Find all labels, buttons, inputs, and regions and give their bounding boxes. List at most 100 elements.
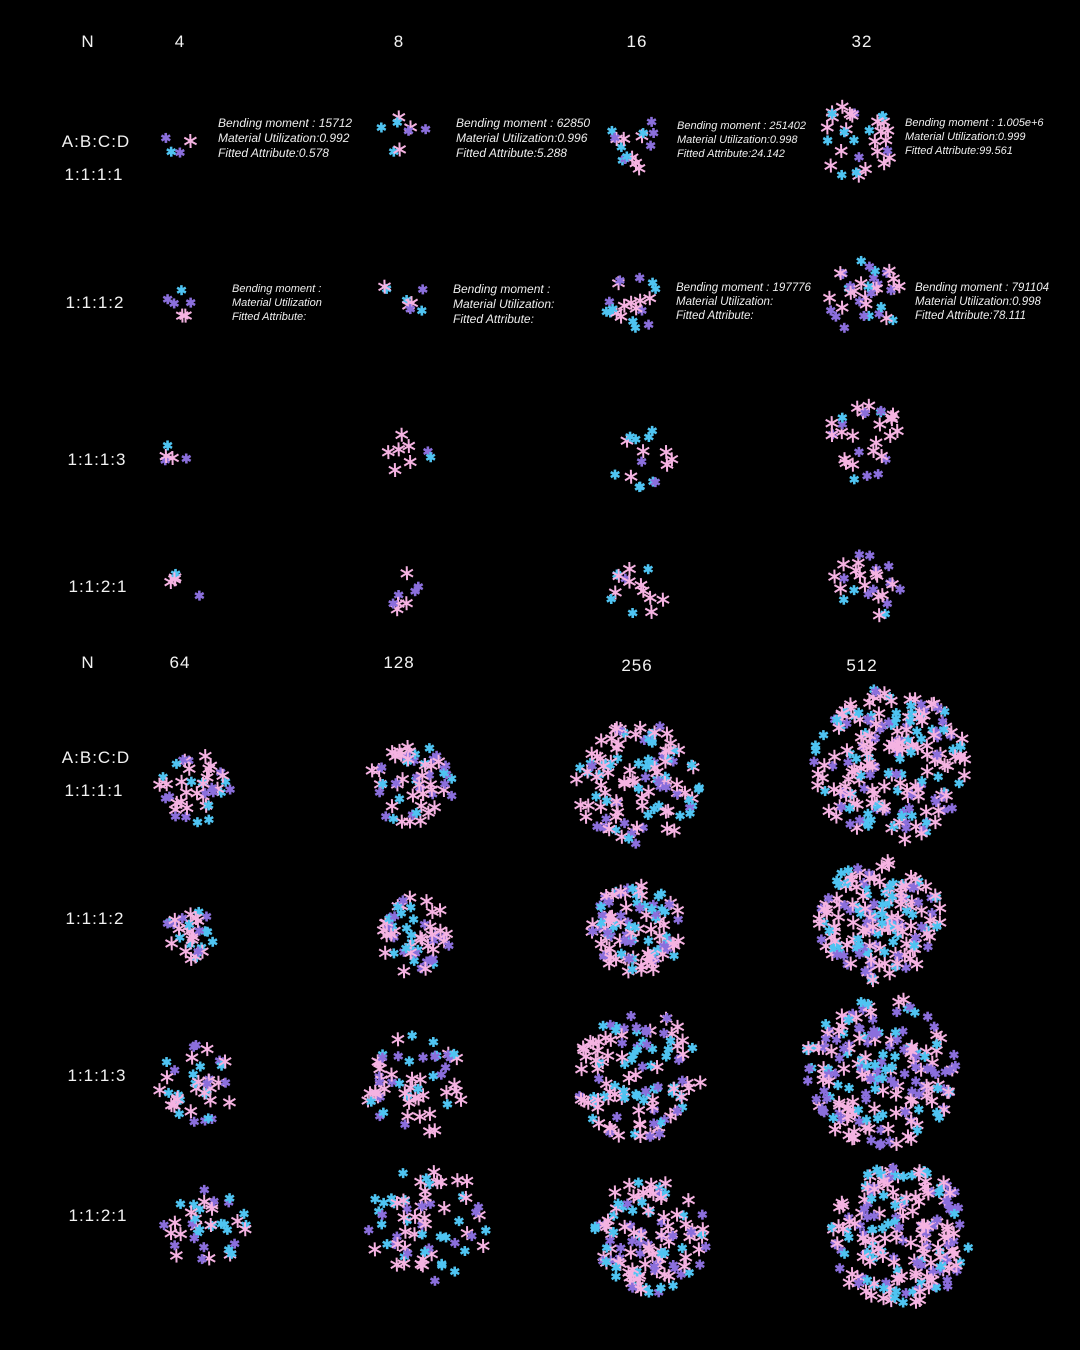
asterisk-tile [594,733,608,748]
asterisk-tile [828,1112,839,1123]
asterisk-tile [913,1089,924,1100]
asterisk-tile [890,1051,901,1062]
asterisk-tile [816,934,827,945]
asterisk-tile [639,907,653,922]
asterisk-tile [390,778,401,789]
tile-structure [369,267,437,335]
metrics-annotation: Bending moment : 197776 Material Utiliza… [676,281,811,323]
asterisk-tile [920,738,934,753]
asterisk-tile [397,1256,411,1271]
asterisk-tile [821,1093,832,1104]
asterisk-tile [905,1039,919,1054]
asterisk-tile [871,589,886,604]
asterisk-tile [397,964,411,979]
asterisk-tile [656,1248,667,1259]
asterisk-tile [862,1169,873,1180]
asterisk-tile [638,1257,652,1272]
asterisk-tile [844,803,855,814]
asterisk-tile [168,1215,182,1230]
asterisk-tile [193,946,204,957]
asterisk-tile [876,302,887,313]
asterisk-tile [692,1242,706,1257]
structure-cluster [820,99,897,183]
asterisk-tile [867,1014,878,1025]
asterisk-tile [420,124,431,135]
asterisk-tile [843,1014,854,1025]
asterisk-tile [611,1262,622,1273]
asterisk-tile [873,469,884,480]
asterisk-tile [890,919,905,934]
material-utilization: Material Utilization: [676,296,774,308]
asterisk-tile [170,811,181,822]
asterisk-tile [379,928,394,943]
asterisk-tile [459,1245,470,1257]
asterisk-tile [633,720,647,735]
asterisk-tile [910,1076,921,1087]
asterisk-tile [601,795,612,806]
asterisk-tile [860,407,871,419]
asterisk-tile [401,923,412,934]
asterisk-tile [804,1063,815,1074]
asterisk-tile [612,568,626,583]
asterisk-tile [856,1249,870,1264]
asterisk-tile [832,1219,846,1234]
asterisk-tile [618,1085,629,1096]
asterisk-tile [872,1113,883,1124]
asterisk-tile [627,1205,638,1216]
asterisk-tile [172,921,186,936]
asterisk-tile [864,261,875,272]
asterisk-tile [849,880,864,895]
asterisk-tile [591,791,602,802]
asterisk-tile [913,1164,927,1179]
asterisk-tile [626,1010,637,1022]
asterisk-tile [623,833,634,844]
asterisk-tile [459,1190,473,1205]
asterisk-tile [388,813,399,824]
asterisk-tile [175,774,189,789]
asterisk-tile [174,147,185,158]
asterisk-tile [658,1028,669,1039]
asterisk-tile [679,1250,693,1265]
asterisk-tile [849,1010,863,1025]
structure-cluster [388,566,424,617]
asterisk-tile [630,1089,641,1100]
asterisk-tile [623,763,637,778]
asterisk-tile [380,811,391,822]
asterisk-tile [641,1039,652,1050]
asterisk-tile [633,1129,647,1144]
asterisk-tile [170,568,181,579]
material-utilization: Material Utilization:0.998 [915,296,1041,308]
asterisk-tile [865,769,876,780]
asterisk-tile [195,1061,206,1072]
asterisk-tile [642,1240,656,1255]
structure-cluster [376,890,454,979]
asterisk-tile [181,453,192,464]
asterisk-tile [825,305,836,316]
asterisk-tile [162,440,173,451]
asterisk-tile [662,1012,673,1024]
asterisk-tile [845,1267,859,1282]
asterisk-tile [644,922,658,937]
asterisk-tile [811,778,825,793]
asterisk-tile [846,428,860,443]
asterisk-tile [890,1200,901,1211]
asterisk-tile [948,1049,959,1060]
asterisk-tile [424,743,435,754]
asterisk-tile [417,1201,428,1212]
asterisk-tile [677,1259,692,1274]
tile-structure [820,539,912,631]
asterisk-tile [921,1186,935,1201]
asterisk-tile [899,936,914,951]
asterisk-tile [613,1198,624,1209]
asterisk-tile [603,897,614,908]
asterisk-tile [665,1035,676,1046]
asterisk-tile [877,779,891,794]
asterisk-tile [425,904,439,919]
asterisk-tile [839,127,850,138]
asterisk-tile [594,936,608,951]
asterisk-tile [377,778,388,790]
metrics-annotation: Bending moment : Material Utilization Fi… [232,282,322,324]
asterisk-tile [640,1086,651,1097]
asterisk-tile [840,743,854,758]
asterisk-tile [963,1242,974,1253]
